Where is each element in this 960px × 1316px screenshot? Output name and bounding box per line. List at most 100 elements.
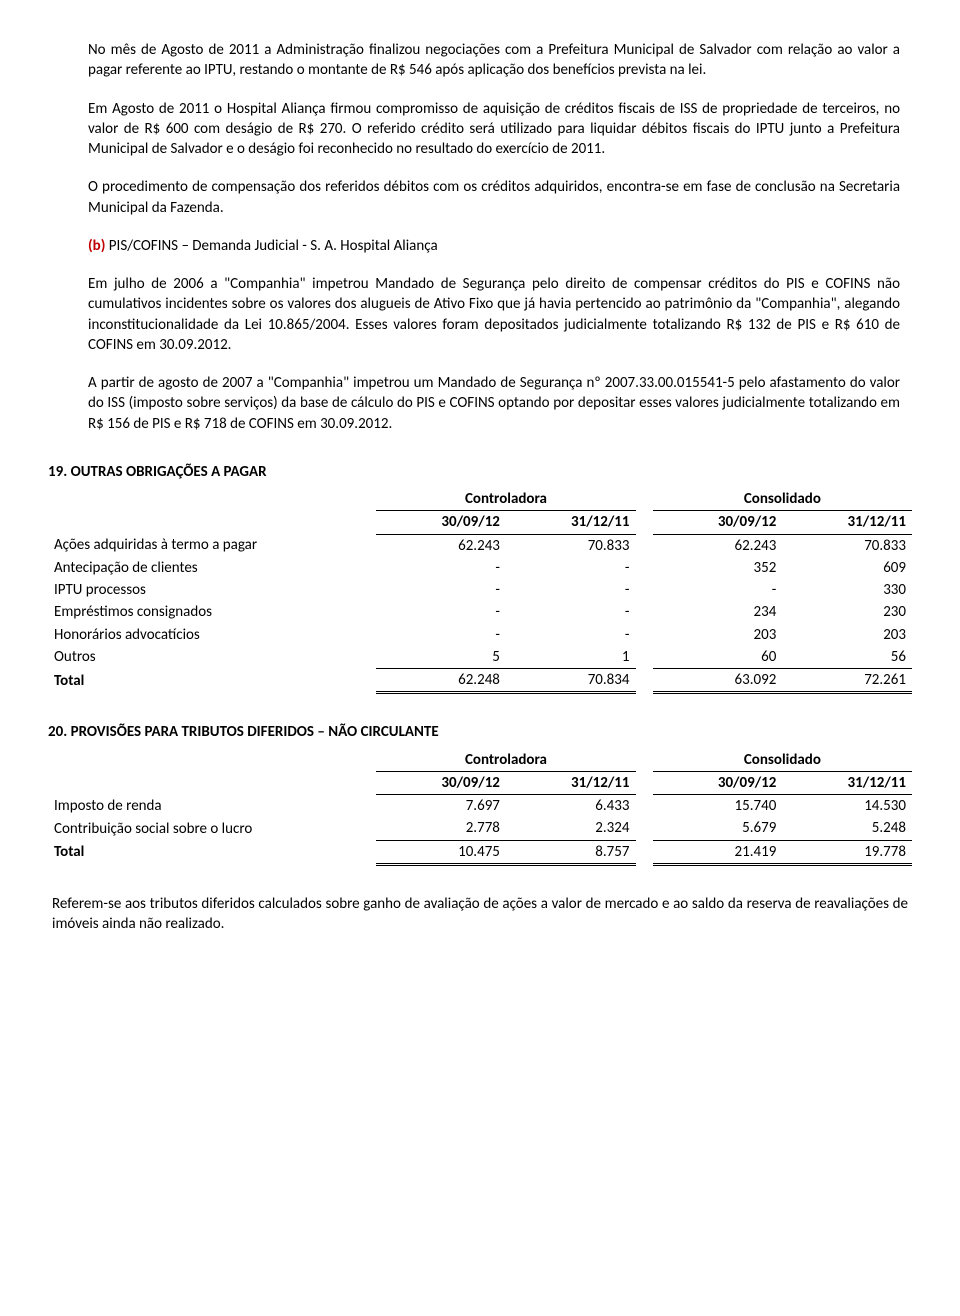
- table-col-header-row: 30/09/12 31/12/11 30/09/12 31/12/11: [48, 771, 912, 794]
- cell: 62.243: [653, 534, 783, 557]
- total-cell: 19.778: [782, 840, 912, 864]
- table-row: Outros51 6056: [48, 646, 912, 669]
- empty-header: [48, 771, 376, 794]
- spacer: [636, 795, 653, 818]
- cell: -: [376, 601, 506, 623]
- paragraph-6: A partir de agosto de 2007 a "Companhia"…: [88, 373, 900, 434]
- col-header: 30/09/12: [653, 771, 783, 794]
- cell: 15.740: [653, 795, 783, 818]
- total-cell: 63.092: [653, 669, 783, 693]
- cell: 352: [653, 557, 783, 579]
- cell: 62.243: [376, 534, 506, 557]
- cell: 60: [653, 646, 783, 669]
- total-cell: 72.261: [782, 669, 912, 693]
- spacer: [636, 817, 653, 840]
- table-row: Imposto de renda7.6976.433 15.74014.530: [48, 795, 912, 818]
- cell: 5: [376, 646, 506, 669]
- spacer: [636, 601, 653, 623]
- group-header-consolidado: Consolidado: [653, 488, 912, 511]
- table-section-19: Controladora Consolidado 30/09/12 31/12/…: [48, 488, 912, 694]
- total-cell: 8.757: [506, 840, 636, 864]
- table-row: Empréstimos consignados--234230: [48, 601, 912, 623]
- total-cell: 10.475: [376, 840, 506, 864]
- total-cell: 62.248: [376, 669, 506, 693]
- paragraph-2: Em Agosto de 2011 o Hospital Aliança fir…: [88, 99, 900, 160]
- paragraph-4: (b) PIS/COFINS – Demanda Judicial - S. A…: [88, 236, 900, 256]
- spacer: [636, 511, 653, 534]
- para4-text: PIS/COFINS – Demanda Judicial - S. A. Ho…: [105, 237, 437, 255]
- col-header: 31/12/11: [782, 771, 912, 794]
- row-label: Outros: [48, 646, 376, 669]
- row-label: Imposto de renda: [48, 795, 376, 818]
- paragraph-5: Em julho de 2006 a "Companhia" impetrou …: [88, 274, 900, 355]
- cell: 330: [782, 579, 912, 601]
- spacer: [636, 534, 653, 557]
- table-row: Antecipação de clientes--352609: [48, 557, 912, 579]
- spacer: [636, 488, 653, 511]
- cell: 2.324: [506, 817, 636, 840]
- table-row: IPTU processos---330: [48, 579, 912, 601]
- cell: 14.530: [782, 795, 912, 818]
- col-header: 31/12/11: [506, 771, 636, 794]
- table-total-row: Total 10.475 8.757 21.419 19.778: [48, 840, 912, 864]
- col-header: 30/09/12: [376, 511, 506, 534]
- cell: 203: [653, 624, 783, 646]
- cell: 1: [506, 646, 636, 669]
- empty-header: [48, 488, 376, 511]
- cell: 609: [782, 557, 912, 579]
- paragraph-1: No mês de Agosto de 2011 a Administração…: [88, 40, 900, 81]
- table-group-header-row: Controladora Consolidado: [48, 488, 912, 511]
- cell: -: [653, 579, 783, 601]
- total-cell: 70.834: [506, 669, 636, 693]
- table-row: Contribuição social sobre o lucro2.7782.…: [48, 817, 912, 840]
- spacer: [636, 646, 653, 669]
- cell: -: [376, 624, 506, 646]
- cell: 5.679: [653, 817, 783, 840]
- cell: 203: [782, 624, 912, 646]
- cell: -: [376, 557, 506, 579]
- cell: 2.778: [376, 817, 506, 840]
- cell: 70.833: [506, 534, 636, 557]
- section-20-title: 20. PROVISÕES PARA TRIBUTOS DIFERIDOS – …: [48, 722, 912, 742]
- col-header: 30/09/12: [653, 511, 783, 534]
- cell: -: [376, 579, 506, 601]
- table-row: Honorários advocatícios--203203: [48, 624, 912, 646]
- cell: 70.833: [782, 534, 912, 557]
- spacer: [636, 624, 653, 646]
- col-header: 31/12/11: [782, 511, 912, 534]
- empty-header: [48, 511, 376, 534]
- cell: 56: [782, 646, 912, 669]
- spacer: [636, 840, 653, 864]
- spacer: [636, 771, 653, 794]
- row-label: Antecipação de clientes: [48, 557, 376, 579]
- cell: 230: [782, 601, 912, 623]
- row-label: Empréstimos consignados: [48, 601, 376, 623]
- col-header: 30/09/12: [376, 771, 506, 794]
- total-label: Total: [48, 669, 376, 693]
- table-col-header-row: 30/09/12 31/12/11 30/09/12 31/12/11: [48, 511, 912, 534]
- row-label: Ações adquiridas à termo a pagar: [48, 534, 376, 557]
- total-label: Total: [48, 840, 376, 864]
- cell: -: [506, 601, 636, 623]
- spacer: [636, 579, 653, 601]
- cell: 234: [653, 601, 783, 623]
- spacer: [636, 669, 653, 693]
- row-label: Contribuição social sobre o lucro: [48, 817, 376, 840]
- total-cell: 21.419: [653, 840, 783, 864]
- table-group-header-row: Controladora Consolidado: [48, 749, 912, 772]
- row-label: IPTU processos: [48, 579, 376, 601]
- row-label: Honorários advocatícios: [48, 624, 376, 646]
- table-total-row: Total 62.248 70.834 63.092 72.261: [48, 669, 912, 693]
- cell: 7.697: [376, 795, 506, 818]
- spacer: [636, 749, 653, 772]
- col-header: 31/12/11: [506, 511, 636, 534]
- cell: -: [506, 579, 636, 601]
- group-header-controladora: Controladora: [376, 488, 635, 511]
- cell: 6.433: [506, 795, 636, 818]
- empty-header: [48, 749, 376, 772]
- cell: -: [506, 557, 636, 579]
- table-section-20: Controladora Consolidado 30/09/12 31/12/…: [48, 749, 912, 866]
- spacer: [636, 557, 653, 579]
- paragraph-3: O procedimento de compensação dos referi…: [88, 177, 900, 218]
- section-19-title: 19. OUTRAS OBRIGAÇÕES A PAGAR: [48, 462, 912, 482]
